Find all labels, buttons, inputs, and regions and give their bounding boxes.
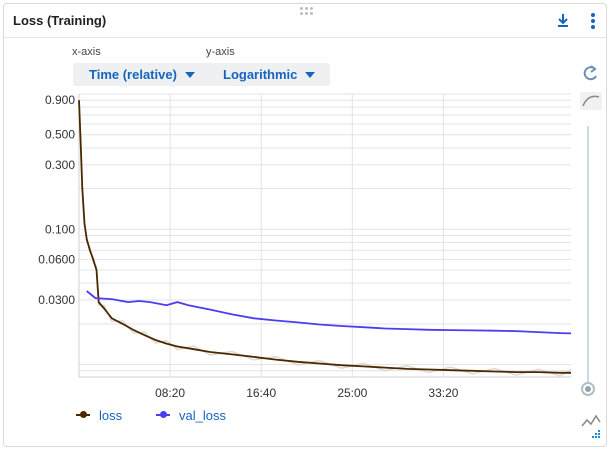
smoothing-curve-icon [582, 95, 600, 107]
more-options-button[interactable] [584, 11, 602, 31]
card-header: Loss (Training) [4, 4, 606, 38]
card-title: Loss (Training) [13, 13, 107, 28]
xaxis-select[interactable]: Time (relative) [73, 63, 205, 86]
chevron-down-icon [185, 72, 195, 78]
smoothing-slider[interactable] [581, 126, 595, 396]
x-tick-label: 33:20 [428, 386, 458, 400]
yaxis-select[interactable]: Logarithmic [207, 63, 330, 86]
drag-handle-icon[interactable] [300, 7, 314, 17]
x-tick-label: 16:40 [246, 386, 276, 400]
series-loss-raw [78, 103, 572, 377]
yaxis-label: y-axis [206, 46, 235, 58]
legend-label-val-loss: val_loss [179, 408, 226, 423]
loss-dot [80, 411, 87, 418]
outlier-toggle[interactable] [580, 412, 602, 442]
download-icon [558, 14, 568, 27]
smoothing-button[interactable] [580, 92, 602, 110]
series-val-loss-line[interactable] [86, 290, 572, 335]
outlier-icon [581, 414, 601, 438]
chevron-down-icon [305, 72, 315, 78]
x-tick-label: 25:00 [337, 386, 367, 400]
slider-track [587, 126, 589, 386]
scalar-card: Loss (Training) x-axis y-axis Time (rela… [3, 3, 607, 447]
y-tick-label: 0.0300 [38, 293, 75, 307]
y-tick-label: 0.300 [45, 158, 75, 172]
reset-zoom-button[interactable] [580, 62, 602, 84]
xaxis-label: x-axis [72, 46, 101, 58]
y-tick-label: 0.900 [45, 93, 75, 107]
series-loss-line[interactable] [78, 100, 571, 374]
slider-thumb[interactable] [581, 382, 595, 396]
download-button[interactable] [554, 11, 572, 31]
legend-label-loss: loss [99, 408, 123, 423]
yaxis-select-value: Logarithmic [223, 67, 298, 82]
reset-zoom-icon [583, 65, 597, 81]
more-vert-icon [591, 13, 595, 29]
x-tick-label: 08:20 [155, 386, 185, 400]
y-tick-label: 0.100 [45, 222, 75, 236]
xaxis-select-value: Time (relative) [89, 67, 177, 82]
y-tick-label: 0.0600 [38, 252, 75, 266]
y-tick-label: 0.500 [45, 128, 75, 142]
val-loss-dot [160, 411, 167, 418]
